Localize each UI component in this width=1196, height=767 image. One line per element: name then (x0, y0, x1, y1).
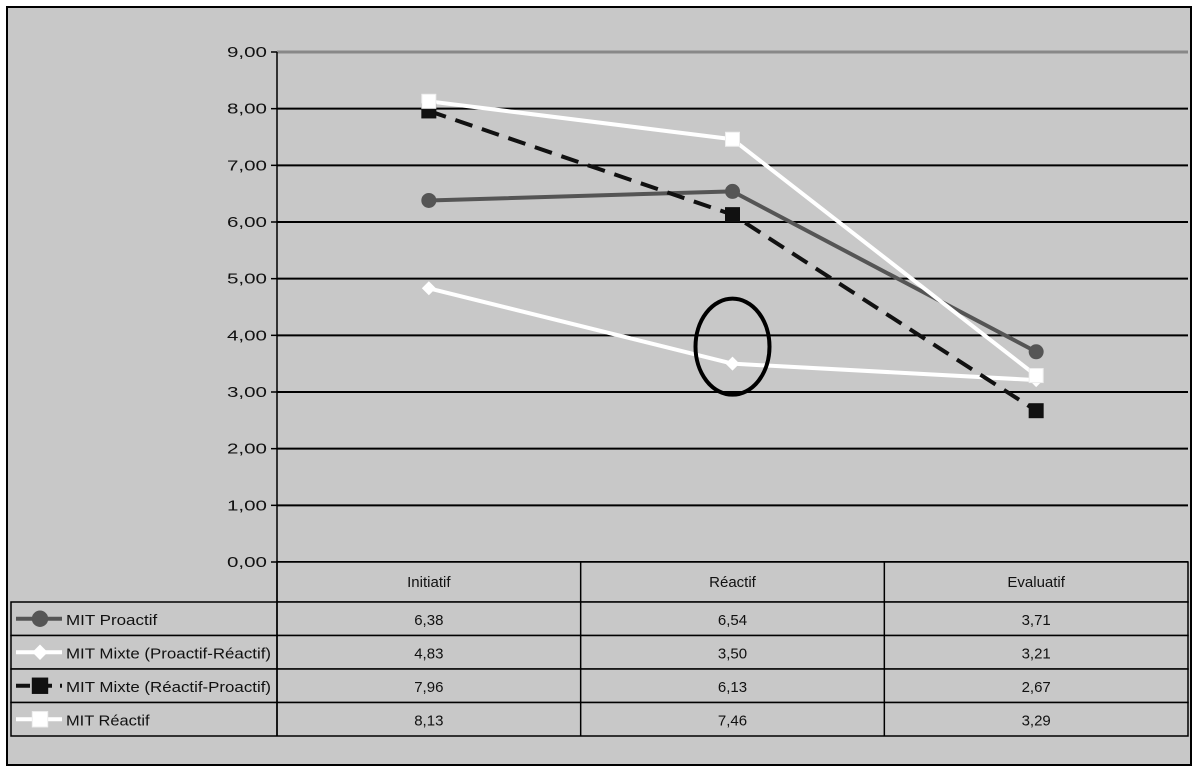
legend-label: MIT Proactif (66, 612, 158, 629)
data-label: 4,83 (414, 646, 443, 663)
data-label: 3,71 (1022, 612, 1051, 629)
table-row (10, 601, 1189, 637)
legend-label: MIT Mixte (Réactif-Proactif) (66, 679, 271, 696)
table-header-row (276, 561, 1189, 603)
y-tick-label: 4,00 (227, 327, 267, 344)
data-label: 6,13 (718, 679, 747, 696)
marker-diamond (32, 644, 48, 660)
marker-square (31, 677, 49, 694)
category-label: Réactif (709, 574, 757, 591)
y-tick-label: 8,00 (227, 101, 267, 118)
y-tick-label: 3,00 (227, 384, 267, 401)
marker-diamond (725, 356, 740, 371)
legend-label: MIT Mixte (Proactif-Réactif) (66, 646, 271, 663)
marker-circle (1028, 344, 1044, 360)
table-row (10, 634, 1189, 670)
annotation-circle (693, 296, 772, 397)
data-label: 2,67 (1022, 679, 1051, 696)
table-row (10, 701, 1189, 737)
marker-square (1028, 403, 1044, 419)
category-label: Initiatif (407, 574, 451, 591)
data-label: 7,96 (414, 679, 443, 696)
marker-square (1028, 368, 1044, 384)
y-tick-label: 9,00 (227, 44, 267, 61)
marker-square (725, 207, 740, 223)
y-tick-label: 6,00 (227, 214, 267, 231)
marker-square (725, 131, 740, 147)
marker-circle (421, 192, 437, 208)
y-tick-label: 2,00 (227, 441, 267, 458)
category-label: Evaluatif (1007, 574, 1065, 591)
marker-circle (725, 183, 740, 199)
data-label: 8,13 (414, 713, 443, 730)
y-tick-label: 5,00 (227, 271, 267, 288)
y-tick-label: 7,00 (227, 157, 267, 174)
plot-area (277, 52, 1188, 562)
marker-square (421, 93, 437, 109)
data-label: 3,29 (1022, 713, 1051, 730)
marker-circle (31, 610, 49, 627)
data-label: 6,54 (718, 612, 747, 629)
legend-label: MIT Réactif (66, 713, 151, 730)
y-tick-label: 1,00 (227, 497, 267, 514)
marker-square (31, 711, 49, 728)
data-label: 3,21 (1022, 646, 1051, 663)
data-label: 6,38 (414, 612, 443, 629)
y-tick-label: 0,00 (227, 554, 267, 571)
table-row (10, 668, 1189, 704)
data-label: 3,50 (718, 646, 747, 663)
data-label: 7,46 (718, 713, 747, 730)
marker-diamond (421, 281, 436, 296)
